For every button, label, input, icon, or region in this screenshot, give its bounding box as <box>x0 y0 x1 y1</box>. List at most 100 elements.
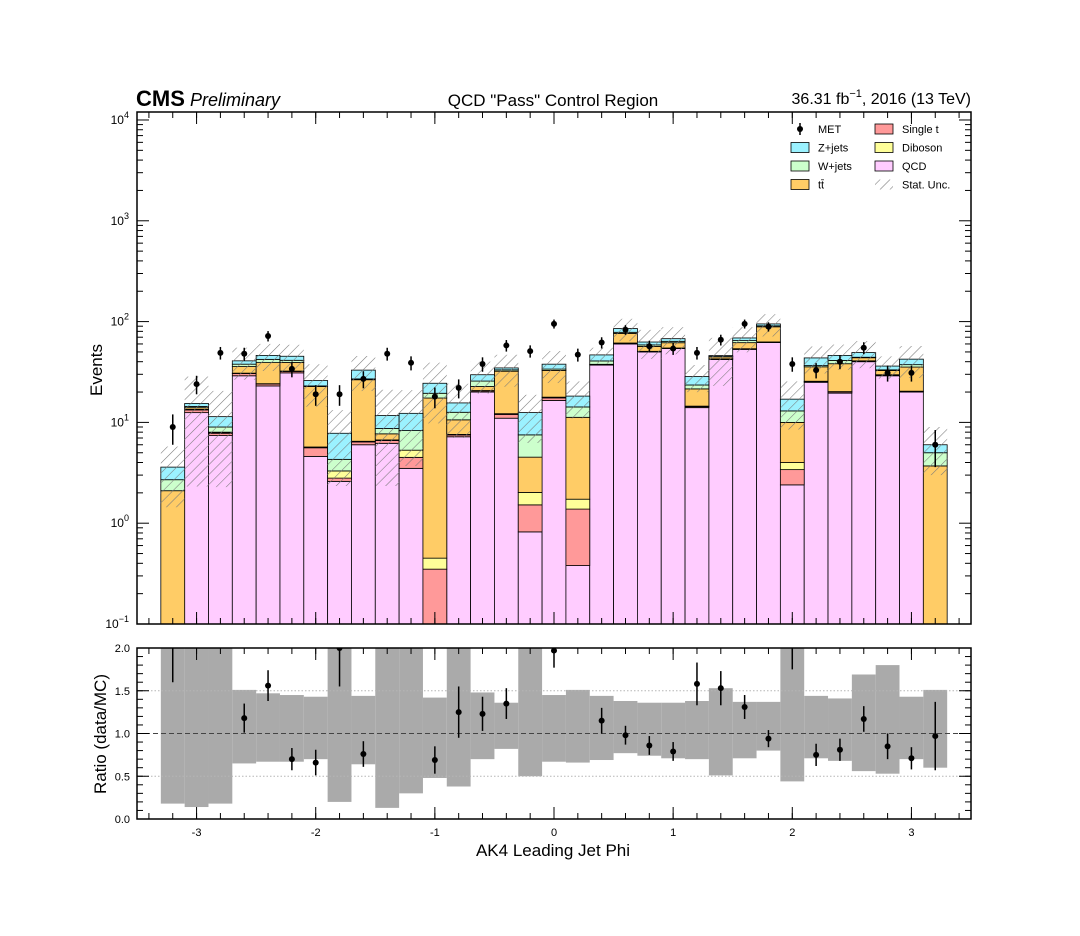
ratio-point-bin-5 <box>288 756 295 763</box>
ratio-band-bin-22 <box>685 701 709 760</box>
bar-qcd-bin-4 <box>255 385 281 624</box>
stat-unc-bin-5 <box>279 344 304 372</box>
legend-label-5: QCD <box>902 161 927 173</box>
y-tick-label-2: 101 <box>111 412 129 429</box>
lumi-energy: , 2016 (13 TeV) <box>862 91 971 108</box>
bar-qcd-bin-25 <box>756 342 781 624</box>
y-tick-exponent: 3 <box>124 211 129 221</box>
stat-unc-bin-22 <box>685 365 709 393</box>
stat-unc-bin-31 <box>899 346 924 379</box>
bar-qcd-bin-14 <box>494 417 519 624</box>
stat-unc-bin-18 <box>589 347 614 364</box>
data-point-bin-29 <box>860 344 867 351</box>
bar-qcd-bin-10 <box>398 467 424 624</box>
y-tick-exponent: −1 <box>119 614 129 624</box>
data-point-bin-9 <box>384 350 391 357</box>
data-point-bin-12 <box>455 384 462 391</box>
bar-qcd-bin-19 <box>613 343 638 624</box>
data-point-bin-1 <box>193 381 200 388</box>
ratio-point-bin-31 <box>908 755 915 762</box>
ratio-y-axis-title: Ratio (data/MC) <box>91 674 110 794</box>
ratio-band-bin-15 <box>518 648 543 777</box>
data-point-bin-18 <box>598 339 605 346</box>
bar-qcd-bin-15 <box>517 531 543 624</box>
ratio-band-bin-17 <box>565 689 590 763</box>
ratio-point-bin-26 <box>789 636 795 642</box>
legend-label-4: W+jets <box>818 161 852 173</box>
luminosity-label: 36.31 fb−1, 2016 (13 TeV) <box>792 88 971 108</box>
ratio-y-tick-label-1: 0.5 <box>115 771 130 783</box>
ratio-y-tick-label-0: 0.0 <box>115 814 130 826</box>
bar-qcd-bin-17 <box>565 565 591 624</box>
ratio-band-bin-30 <box>875 665 900 774</box>
data-point-bin-21 <box>670 345 677 352</box>
ratio-point-bin-6 <box>312 759 319 766</box>
ratio-band-bin-11 <box>422 697 447 778</box>
y-tick-exponent: 0 <box>124 513 129 523</box>
lumi-value: 36.31 fb <box>792 91 850 108</box>
ratio-point-bin-4 <box>265 682 272 689</box>
legend-swatch-4 <box>790 160 810 172</box>
x-axis-title: AK4 Leading Jet Phi <box>476 841 630 860</box>
data-point-bin-22 <box>693 349 700 356</box>
stat-unc-bin-29 <box>851 341 876 369</box>
ratio-band-bin-8 <box>351 695 376 765</box>
data-point-bin-6 <box>312 391 319 398</box>
bar-single-t-bin-8 <box>351 441 376 446</box>
y-axis-title: Events <box>87 344 106 396</box>
legend-swatch-1 <box>874 123 894 135</box>
y-tick-base: 10 <box>111 214 125 228</box>
stat-unc-bin-13 <box>470 361 495 394</box>
ratio-band-bin-0 <box>160 648 185 804</box>
x-tick-label-2: -1 <box>430 827 440 839</box>
ratio-band-bin-7 <box>327 648 352 802</box>
data-point-bin-10 <box>408 359 415 366</box>
x-tick-label-6: 3 <box>908 827 914 839</box>
stat-unc-bin-7 <box>327 410 352 486</box>
ratio-point-bin-14 <box>503 700 510 707</box>
bar-tt-bin-17 <box>565 416 591 500</box>
data-point-bin-32 <box>932 441 939 448</box>
ratio-band-bin-31 <box>899 696 924 760</box>
y-tick-label-3: 102 <box>111 312 129 329</box>
data-point-bin-25 <box>765 323 772 330</box>
ratio-point-bin-20 <box>646 742 653 749</box>
bar-qcd-bin-31 <box>899 391 924 624</box>
x-tick-label-1: -2 <box>311 827 321 839</box>
bar-single-t-bin-17 <box>565 508 591 566</box>
ratio-band-bin-25 <box>756 701 781 751</box>
legend-swatch-6 <box>790 179 810 190</box>
bar-qcd-bin-3 <box>231 375 257 624</box>
bar-single-t-bin-15 <box>517 504 543 533</box>
stat-unc-bin-9 <box>375 389 400 486</box>
stat-unc-bin-10 <box>399 390 423 467</box>
ratio-points <box>171 636 939 776</box>
data-point-bin-27 <box>813 367 820 374</box>
ratio-band-bin-26 <box>780 648 805 782</box>
bar-single-t-bin-6 <box>303 447 329 457</box>
bar-qcd-bin-13 <box>470 391 495 624</box>
bar-qcd-bin-26 <box>779 484 805 624</box>
ratio-point-bin-30 <box>884 743 891 750</box>
legend-label-7: Stat. Unc. <box>902 180 950 192</box>
ratio-band-bin-1 <box>184 648 209 808</box>
ratio-panel: 0.0 0.5 1.0 1.5 2.0 -3 -2 -1 0 1 2 3 Ratio (data/MC… <box>91 636 972 860</box>
stat-unc-bin-26 <box>780 381 805 430</box>
data-point-bin-19 <box>622 326 629 333</box>
ratio-point-bin-3 <box>241 715 248 722</box>
bar-qcd-bin-16 <box>541 400 567 624</box>
data-point-bin-20 <box>646 343 653 350</box>
data-point-bin-26 <box>789 360 796 367</box>
bar-diboson-bin-15 <box>517 492 543 506</box>
legend-swatch-3 <box>874 142 894 153</box>
data-point-bin-17 <box>574 351 581 358</box>
data-point-bin-31 <box>908 369 915 376</box>
stat-unc-bin-16 <box>542 351 566 384</box>
ratio-y-tick-label-2: 1.0 <box>115 729 130 741</box>
stat-unc-bin-17 <box>565 381 590 419</box>
data-point-bin-8 <box>360 375 367 382</box>
ratio-axis-ticks: 0.0 0.5 1.0 1.5 2.0 -3 -2 -1 0 1 2 3 <box>115 643 971 839</box>
bar-qcd-bin-12 <box>446 436 471 624</box>
